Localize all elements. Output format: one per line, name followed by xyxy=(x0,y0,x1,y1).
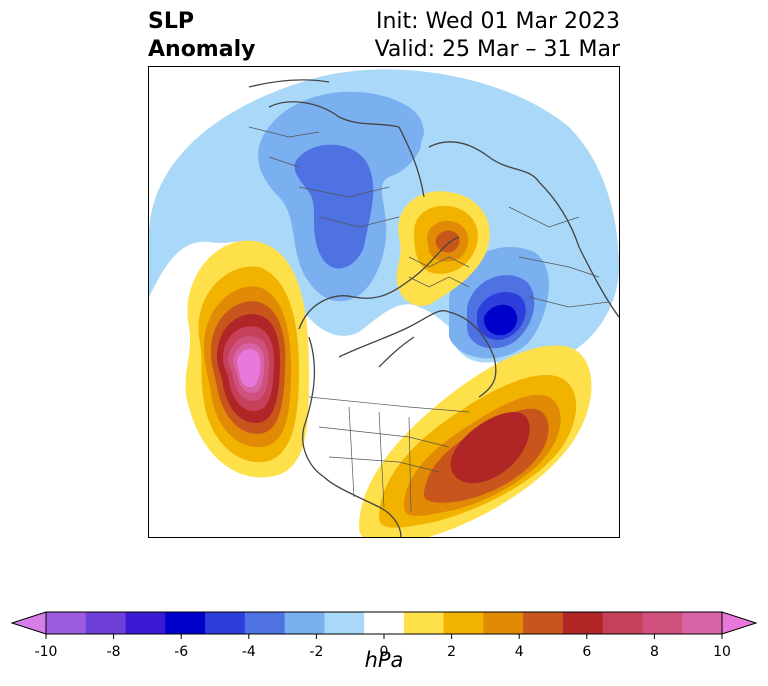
coastlines xyxy=(248,79,619,537)
colorbar-segment xyxy=(125,612,166,634)
title-line-1: SLP xyxy=(148,9,194,34)
forecast-info: Init: Wed 01 Mar 2023 Valid: 25 Mar – 31… xyxy=(375,8,620,64)
borders xyxy=(248,126,610,513)
colorbar-right-extend xyxy=(722,612,756,634)
anomaly-neg-5-scandinavia xyxy=(483,304,518,336)
colorbar-tick-label: 6 xyxy=(582,644,591,660)
map-panel xyxy=(148,66,620,538)
colorbar-segment xyxy=(284,612,325,634)
colorbar-segment xyxy=(205,612,246,634)
colorbar-segment xyxy=(443,612,484,634)
valid-range: Valid: 25 Mar – 31 Mar xyxy=(374,37,620,62)
colorbar-segments xyxy=(46,612,723,634)
colorbar-segment xyxy=(682,612,723,634)
colorbar-left-extend xyxy=(12,612,46,634)
colorbar-segment xyxy=(244,612,286,634)
colorbar-tick-label: 10 xyxy=(713,644,731,660)
map-title: SLP Anomaly xyxy=(148,8,255,64)
colorbar-segment xyxy=(642,612,683,634)
colorbar-segment xyxy=(46,612,87,634)
colorbar-segment xyxy=(324,612,365,634)
colorbar-segment xyxy=(165,612,206,634)
colorbar-tick-label: -2 xyxy=(309,644,323,660)
colorbar-segment xyxy=(364,612,405,634)
colorbar-extend-outline-right xyxy=(721,611,758,635)
colorbar-segment xyxy=(602,612,643,634)
colorbar-segment xyxy=(562,612,604,634)
colorbar-extend-outline xyxy=(10,611,47,635)
anomaly-pos-5-atlantic xyxy=(450,412,530,484)
colorbar-unit-label: hPa xyxy=(364,648,404,672)
title-line-2: Anomaly xyxy=(148,37,256,62)
colorbar-segment xyxy=(403,612,445,634)
colorbar-tick-label: 0 xyxy=(380,644,389,660)
init-date: Init: Wed 01 Mar 2023 xyxy=(375,9,620,34)
colorbar-ticks: -10 -8 -6 -4 -2 0 2 4 6 8 10 xyxy=(35,634,731,660)
colorbar-segment xyxy=(483,612,524,634)
colorbar-tick-label: -8 xyxy=(107,644,121,660)
colorbar-tick-label: -4 xyxy=(242,644,256,660)
anomaly-pos-4-arctic xyxy=(435,230,460,253)
colorbar-tick-label: -6 xyxy=(174,644,188,660)
colorbar-segment xyxy=(523,612,564,634)
colorbar-tick-label: 2 xyxy=(447,644,456,660)
colorbar-tick-label: 8 xyxy=(650,644,659,660)
anomaly-neg-3-siberia xyxy=(294,144,374,269)
colorbar-tick-label: -10 xyxy=(35,644,58,660)
map-svg xyxy=(149,69,619,537)
colorbar-tick-label: 4 xyxy=(515,644,524,660)
colorbar: -10 -8 -6 -4 -2 0 2 4 6 8 10 xyxy=(10,611,758,660)
anomaly-pos-9-pacific xyxy=(237,349,261,387)
colorbar-segment xyxy=(85,612,127,634)
